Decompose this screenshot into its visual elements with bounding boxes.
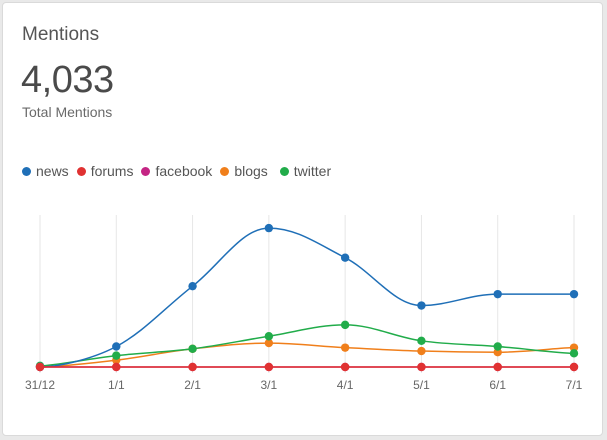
mentions-card: Mentions 4,033 Total Mentions news forum… bbox=[2, 2, 603, 436]
x-axis-labels: 31/12 1/1 2/1 3/1 4/1 5/1 6/1 7/1 bbox=[25, 378, 583, 392]
legend-label-forums: forums bbox=[90, 163, 134, 179]
legend-item-twitter[interactable]: twitter bbox=[279, 163, 332, 179]
data-point-twitter[interactable] bbox=[417, 336, 426, 346]
legend-dot-forums bbox=[76, 166, 86, 176]
data-point-forums[interactable] bbox=[35, 362, 45, 372]
data-point-forums[interactable] bbox=[417, 362, 426, 372]
chart-series bbox=[35, 223, 579, 372]
data-point-twitter[interactable] bbox=[493, 342, 502, 351]
series-line-news bbox=[39, 227, 574, 368]
legend-label-blogs: blogs bbox=[234, 163, 268, 179]
data-point-blogs[interactable] bbox=[264, 338, 274, 348]
x-tick-label: 1/1 bbox=[108, 378, 125, 392]
series-line-twitter bbox=[39, 324, 575, 367]
x-tick-label: 3/1 bbox=[261, 378, 278, 392]
data-point-forums[interactable] bbox=[188, 362, 197, 372]
chart-legend: news forums facebook blogs twitter bbox=[22, 163, 339, 179]
data-point-twitter[interactable] bbox=[569, 349, 579, 358]
data-point-blogs[interactable] bbox=[417, 346, 426, 356]
data-point-news[interactable] bbox=[112, 342, 121, 351]
series-news bbox=[35, 223, 579, 372]
legend-label-news: news bbox=[36, 163, 69, 179]
data-point-forums[interactable] bbox=[493, 362, 502, 372]
data-point-blogs[interactable] bbox=[340, 343, 350, 352]
data-point-forums[interactable] bbox=[264, 362, 274, 372]
data-point-news[interactable] bbox=[340, 253, 350, 262]
data-point-twitter[interactable] bbox=[340, 320, 350, 330]
x-tick-label: 4/1 bbox=[337, 378, 354, 392]
total-mentions-label: Total Mentions bbox=[22, 104, 113, 120]
data-point-twitter[interactable] bbox=[188, 344, 197, 353]
legend-item-blogs[interactable]: blogs bbox=[220, 163, 268, 179]
legend-dot-blogs bbox=[220, 166, 230, 176]
series-line-blogs bbox=[39, 342, 575, 368]
legend-item-forums[interactable]: forums bbox=[76, 163, 134, 179]
legend-item-news[interactable]: news bbox=[22, 163, 69, 179]
data-point-forums[interactable] bbox=[340, 362, 350, 372]
data-point-forums[interactable] bbox=[569, 362, 579, 372]
x-tick-label: 31/12 bbox=[25, 378, 55, 392]
total-mentions-value: 4,033 bbox=[21, 59, 114, 101]
x-tick-label: 2/1 bbox=[184, 378, 201, 392]
data-point-news[interactable] bbox=[569, 289, 579, 299]
data-point-twitter[interactable] bbox=[264, 332, 274, 341]
data-point-twitter[interactable] bbox=[112, 351, 121, 360]
data-point-news[interactable] bbox=[188, 281, 197, 291]
data-point-forums[interactable] bbox=[112, 362, 121, 372]
x-tick-label: 6/1 bbox=[489, 378, 506, 392]
legend-dot-news bbox=[22, 166, 31, 176]
data-point-news[interactable] bbox=[264, 223, 274, 233]
card-title: Mentions bbox=[22, 24, 100, 45]
legend-dot-facebook bbox=[141, 166, 151, 176]
x-tick-label: 5/1 bbox=[413, 378, 430, 392]
data-point-news[interactable] bbox=[493, 289, 502, 299]
x-tick-label: 7/1 bbox=[566, 378, 583, 392]
mentions-line-chart: 31/12 1/1 2/1 3/1 4/1 5/1 6/1 7/1 bbox=[25, 215, 583, 392]
legend-item-facebook[interactable]: facebook bbox=[141, 163, 212, 179]
legend-label-twitter: twitter bbox=[293, 163, 332, 179]
legend-label-facebook: facebook bbox=[155, 163, 213, 179]
data-point-news[interactable] bbox=[417, 301, 426, 310]
legend-dot-twitter bbox=[279, 166, 289, 176]
series-forums bbox=[35, 362, 579, 372]
